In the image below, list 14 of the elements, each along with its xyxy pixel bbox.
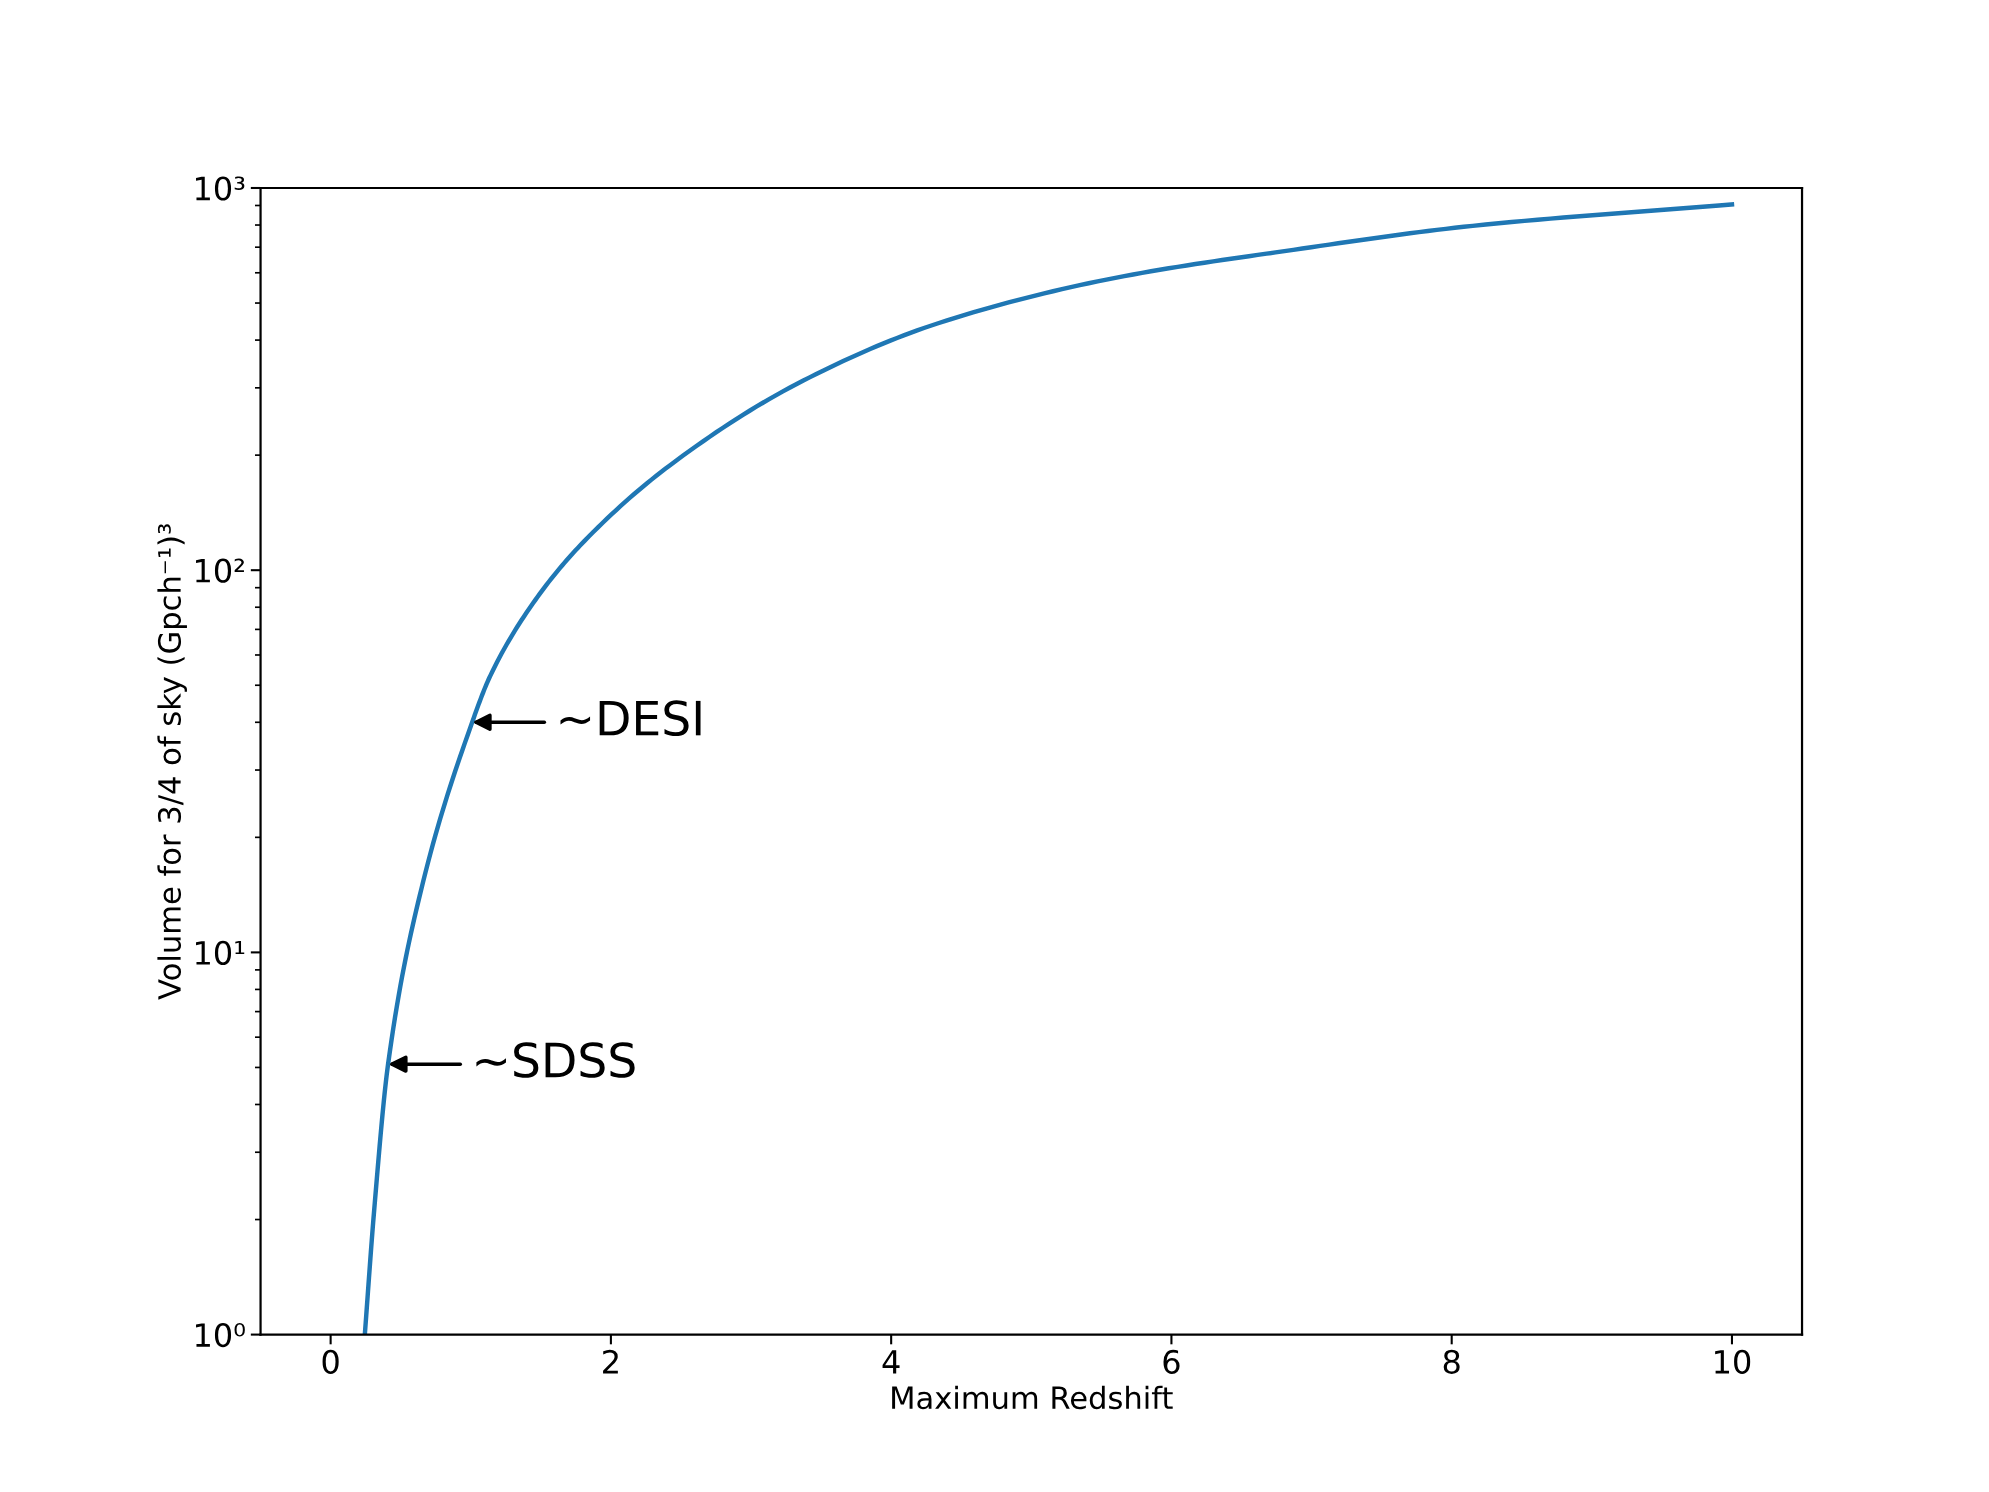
annotation: ~DESI	[560, 700, 701, 736]
x-axis-title: Maximum Redshift	[892, 1385, 1173, 1410]
y-tick-label: 10¹	[196, 940, 245, 965]
annotation: ~SDSS	[476, 1042, 635, 1078]
y-tick-label: 10²	[196, 558, 244, 583]
x-tick-label: 6	[1163, 1349, 1180, 1374]
x-tick-label: 10	[1715, 1349, 1751, 1374]
y-axis-title: Volume for 3/4 of sky (Gpch⁻¹)³	[157, 524, 187, 1000]
x-tick-label: 2	[603, 1349, 618, 1374]
x-tick-label: 0	[322, 1349, 339, 1374]
y-tick-label: 10⁰	[196, 1323, 245, 1348]
y-tick-label: 10³	[196, 176, 245, 201]
x-tick-label: 8	[1443, 1349, 1460, 1374]
x-tick-label: 4	[882, 1350, 900, 1374]
